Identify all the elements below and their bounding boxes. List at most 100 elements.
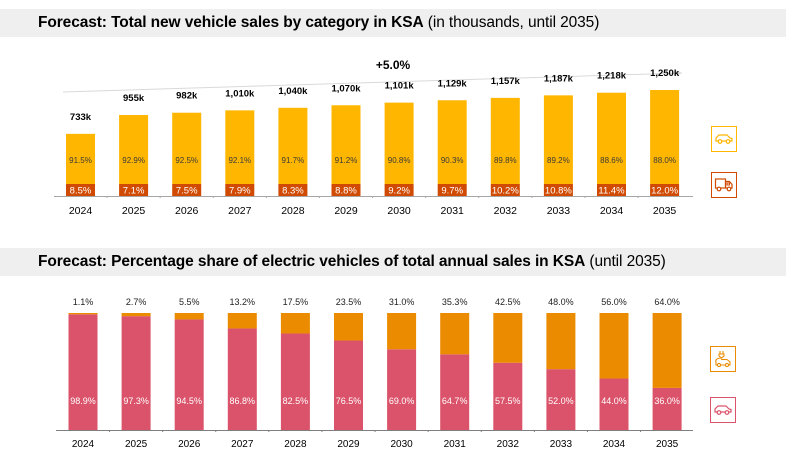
commercial-share-label-2030: 9.2% bbox=[388, 186, 410, 197]
bar-ice-2027 bbox=[227, 328, 257, 430]
bar-ev-2026 bbox=[174, 313, 204, 320]
x-tick-label-2032: 2032 bbox=[494, 205, 518, 217]
x-tick-label-2031: 2031 bbox=[441, 205, 465, 217]
bar-ev-2031 bbox=[440, 313, 470, 355]
cagr-arrow-head bbox=[676, 70, 682, 76]
bar-ev-2025 bbox=[121, 313, 151, 317]
ev-share-label-2028: 17.5% bbox=[283, 297, 309, 307]
x-tick-label-2031: 2031 bbox=[444, 439, 467, 450]
legend-commercial-vehicle bbox=[711, 172, 737, 198]
x-tick-label-2029: 2029 bbox=[334, 205, 358, 217]
bar-passenger-2032 bbox=[490, 97, 520, 184]
bar-passenger-2026 bbox=[172, 112, 202, 184]
bar-ice-2029 bbox=[334, 340, 363, 430]
truck-icon bbox=[714, 178, 733, 192]
bar-commercial-2025 bbox=[119, 184, 149, 196]
bar-passenger-2033 bbox=[543, 95, 573, 184]
bar-ice-2030 bbox=[387, 349, 417, 430]
total-label-2032: 1,157k bbox=[491, 76, 521, 87]
ice-share-label-2035: 36.0% bbox=[654, 396, 680, 406]
x-tick-label-2033: 2033 bbox=[550, 439, 573, 450]
legend-passenger-car bbox=[711, 126, 737, 152]
bar-passenger-2028 bbox=[278, 107, 308, 184]
commercial-share-label-2026: 7.5% bbox=[176, 186, 198, 197]
x-tick-label-2034: 2034 bbox=[603, 439, 626, 450]
bar-ev-2029 bbox=[334, 313, 363, 341]
ev-share-label-2029: 23.5% bbox=[336, 297, 362, 307]
ev-share-label-2032: 42.5% bbox=[495, 297, 521, 307]
bar-passenger-2024 bbox=[66, 133, 95, 184]
passenger-share-label-2032: 89.8% bbox=[494, 156, 517, 165]
bar-commercial-2034 bbox=[597, 184, 626, 196]
x-tick-label-2025: 2025 bbox=[125, 439, 148, 450]
bar-passenger-2027 bbox=[225, 110, 255, 184]
top-chart-title: Forecast: Total new vehicle sales by cat… bbox=[38, 14, 599, 32]
ice-share-label-2034: 44.0% bbox=[601, 396, 627, 406]
bar-ev-2032 bbox=[493, 313, 523, 363]
legend-electric-vehicle bbox=[710, 346, 736, 372]
bar-ice-2032 bbox=[493, 362, 523, 430]
bar-commercial-2031 bbox=[437, 184, 467, 196]
commercial-share-label-2024: 8.5% bbox=[70, 186, 92, 197]
bar-ice-2031 bbox=[440, 354, 470, 430]
car-icon bbox=[715, 134, 733, 144]
bar-passenger-2034 bbox=[597, 92, 626, 184]
ev-plug-car-icon bbox=[715, 351, 731, 368]
bar-ice-2034 bbox=[599, 378, 629, 430]
total-label-2035: 1,250k bbox=[650, 68, 680, 79]
top-chart-title-banner: Forecast: Total new vehicle sales by cat… bbox=[0, 9, 786, 37]
bar-ice-2025 bbox=[121, 316, 151, 430]
ice-share-label-2026: 94.5% bbox=[176, 396, 202, 406]
commercial-share-label-2034: 11.4% bbox=[598, 186, 625, 197]
bar-commercial-2026 bbox=[172, 184, 202, 196]
bottom-chart-subtitle: (until 2035) bbox=[585, 253, 666, 270]
passenger-share-label-2026: 92.5% bbox=[175, 156, 198, 165]
x-tick-label-2028: 2028 bbox=[284, 439, 307, 450]
total-label-2024: 733k bbox=[70, 112, 92, 123]
bar-ev-2034 bbox=[599, 313, 629, 379]
bar-ev-2027 bbox=[227, 313, 257, 329]
bar-ice-2033 bbox=[546, 369, 576, 430]
x-tick-label-2024: 2024 bbox=[72, 439, 95, 450]
total-label-2026: 982k bbox=[176, 91, 198, 102]
total-label-2025: 955k bbox=[123, 93, 145, 104]
commercial-share-label-2032: 10.2% bbox=[492, 186, 519, 197]
commercial-share-label-2025: 7.1% bbox=[123, 186, 145, 197]
bar-ice-2026 bbox=[174, 319, 204, 430]
bar-passenger-2025 bbox=[119, 115, 149, 184]
x-tick-label-2027: 2027 bbox=[228, 205, 252, 217]
bar-ev-2024 bbox=[68, 313, 98, 315]
bar-ice-2028 bbox=[280, 333, 310, 430]
ice-share-label-2032: 57.5% bbox=[495, 396, 521, 406]
ev-share-label-2030: 31.0% bbox=[389, 297, 415, 307]
ice-share-label-2024: 98.9% bbox=[70, 396, 96, 406]
bar-ice-2024 bbox=[68, 314, 98, 430]
bar-ev-2035 bbox=[652, 313, 682, 388]
bottom-chart-title: Forecast: Percentage share of electric v… bbox=[38, 253, 666, 271]
total-label-2033: 1,187k bbox=[544, 73, 574, 84]
x-tick-label-2032: 2032 bbox=[497, 439, 520, 450]
total-label-2029: 1,070k bbox=[331, 83, 361, 94]
top-chart-title-bold: Forecast: Total new vehicle sales by cat… bbox=[38, 14, 424, 31]
total-label-2030: 1,101k bbox=[385, 81, 415, 92]
ev-share-label-2027: 13.2% bbox=[230, 297, 256, 307]
ice-share-label-2029: 76.5% bbox=[336, 396, 362, 406]
ev-share-label-2035: 64.0% bbox=[654, 297, 680, 307]
bar-passenger-2029 bbox=[331, 105, 361, 184]
bar-commercial-2027 bbox=[225, 184, 255, 196]
cagr-arrow-line bbox=[62, 72, 683, 93]
ice-share-label-2025: 97.3% bbox=[123, 396, 149, 406]
bar-commercial-2035 bbox=[650, 184, 680, 196]
x-tick-label-2035: 2035 bbox=[653, 205, 677, 217]
bar-ev-2033 bbox=[546, 313, 576, 370]
bar-commercial-2029 bbox=[331, 184, 361, 196]
x-tick-label-2026: 2026 bbox=[178, 439, 201, 450]
bottom-chart-title-banner: Forecast: Percentage share of electric v… bbox=[0, 248, 786, 276]
bar-passenger-2035 bbox=[650, 90, 680, 184]
bar-ev-2030 bbox=[387, 313, 417, 350]
car-icon bbox=[714, 405, 732, 415]
commercial-share-label-2033: 10.8% bbox=[545, 186, 572, 197]
passenger-share-label-2027: 92.1% bbox=[228, 156, 251, 165]
bar-passenger-2030 bbox=[384, 102, 414, 184]
